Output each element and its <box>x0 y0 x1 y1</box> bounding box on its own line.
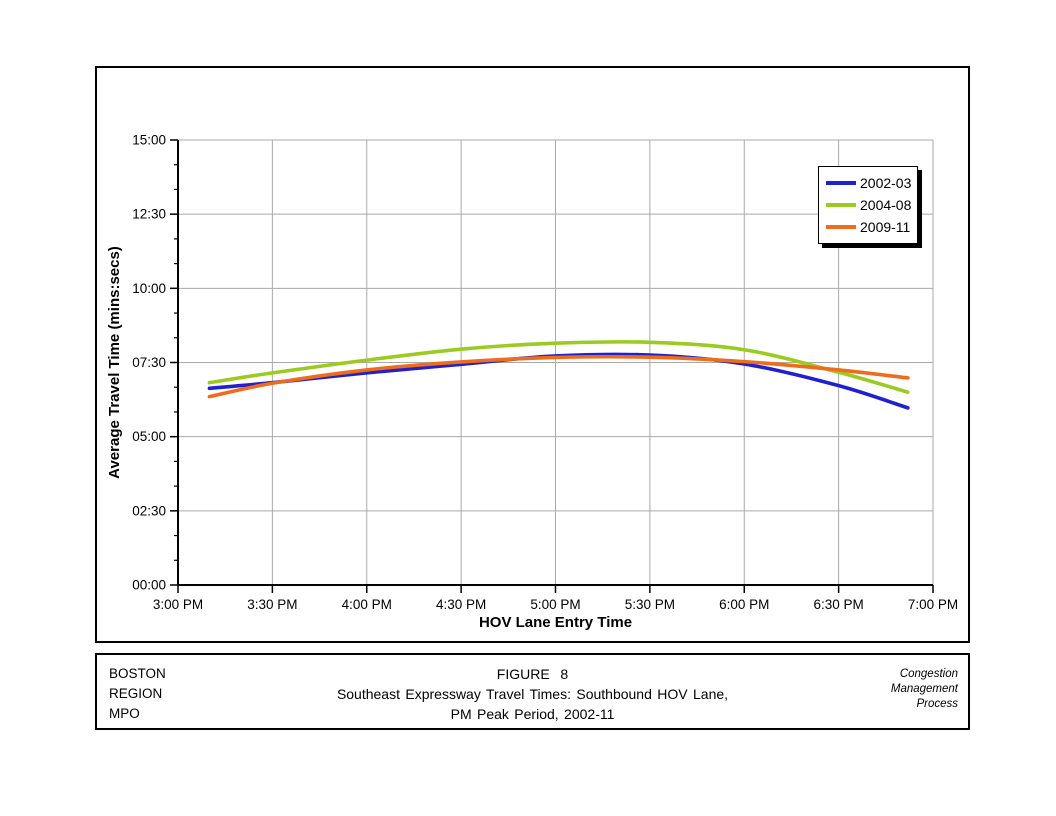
x-tick-label: 6:00 PM <box>719 597 769 612</box>
y-tick-label: 10:00 <box>132 281 166 296</box>
agency-name: BOSTON REGION MPO <box>97 655 277 728</box>
y-tick-label: 05:00 <box>132 429 166 444</box>
legend-label: 2002-03 <box>860 175 912 191</box>
program-line-2: Management <box>890 683 958 695</box>
x-tick-label: 5:30 PM <box>625 597 675 612</box>
legend-line-swatch <box>826 203 856 207</box>
legend-item-2009-11: 2009-11 <box>826 216 910 238</box>
agency-line-2: REGION <box>109 686 163 701</box>
x-tick-label: 5:00 PM <box>530 597 580 612</box>
title-block: BOSTON REGION MPO FIGURE 8 Southeast Exp… <box>95 653 970 730</box>
program-line-3: Process <box>916 698 958 710</box>
figure-number: FIGURE 8 <box>496 666 569 682</box>
x-tick-label: 6:30 PM <box>813 597 863 612</box>
y-tick-label: 00:00 <box>132 578 166 593</box>
y-tick-label: 12:30 <box>132 207 166 222</box>
figure-title: FIGURE 8 Southeast Expressway Travel Tim… <box>277 655 788 728</box>
y-axis-title: Average Travel Time (mins:secs) <box>106 246 123 479</box>
program-line-1: Congestion <box>899 668 958 680</box>
x-tick-label: 3:00 PM <box>153 597 203 612</box>
y-tick-label: 07:30 <box>132 355 166 370</box>
x-tick-label: 3:30 PM <box>247 597 297 612</box>
legend-item-2004-08: 2004-08 <box>826 194 912 216</box>
series-line-2004-08 <box>207 340 910 394</box>
x-tick-label: 7:00 PM <box>908 597 958 612</box>
figure-title-line: Southeast Expressway Travel Times: South… <box>336 686 729 702</box>
legend-label: 2009-11 <box>860 219 911 235</box>
program-name: Congestion Management Process <box>788 655 968 728</box>
chart-legend: 2002-03 2004-08 2009-11 <box>818 166 918 244</box>
legend-item-2002-03: 2002-03 <box>826 172 912 194</box>
x-axis-title: HOV Lane Entry Time <box>479 614 632 631</box>
figure-subtitle-line: PM Peak Period, 2002-11 <box>450 706 615 722</box>
agency-line-1: BOSTON <box>109 666 166 681</box>
legend-line-swatch <box>826 225 856 229</box>
agency-line-3: MPO <box>109 706 140 721</box>
y-tick-label: 02:30 <box>132 503 166 518</box>
series-line-2009-11 <box>207 354 910 399</box>
legend-line-swatch <box>826 181 856 185</box>
x-tick-label: 4:30 PM <box>436 597 486 612</box>
travel-time-line-chart: 15:00 12:30 10:00 07:30 05:00 02:30 00:00 3:00 … <box>106 133 958 632</box>
y-tick-label: 15:00 <box>132 133 166 148</box>
x-tick-label: 4:00 PM <box>342 597 392 612</box>
chart-panel: 15:00 12:30 10:00 07:30 05:00 02:30 00:00 3:00 … <box>95 66 970 643</box>
legend-label: 2004-08 <box>860 197 912 213</box>
